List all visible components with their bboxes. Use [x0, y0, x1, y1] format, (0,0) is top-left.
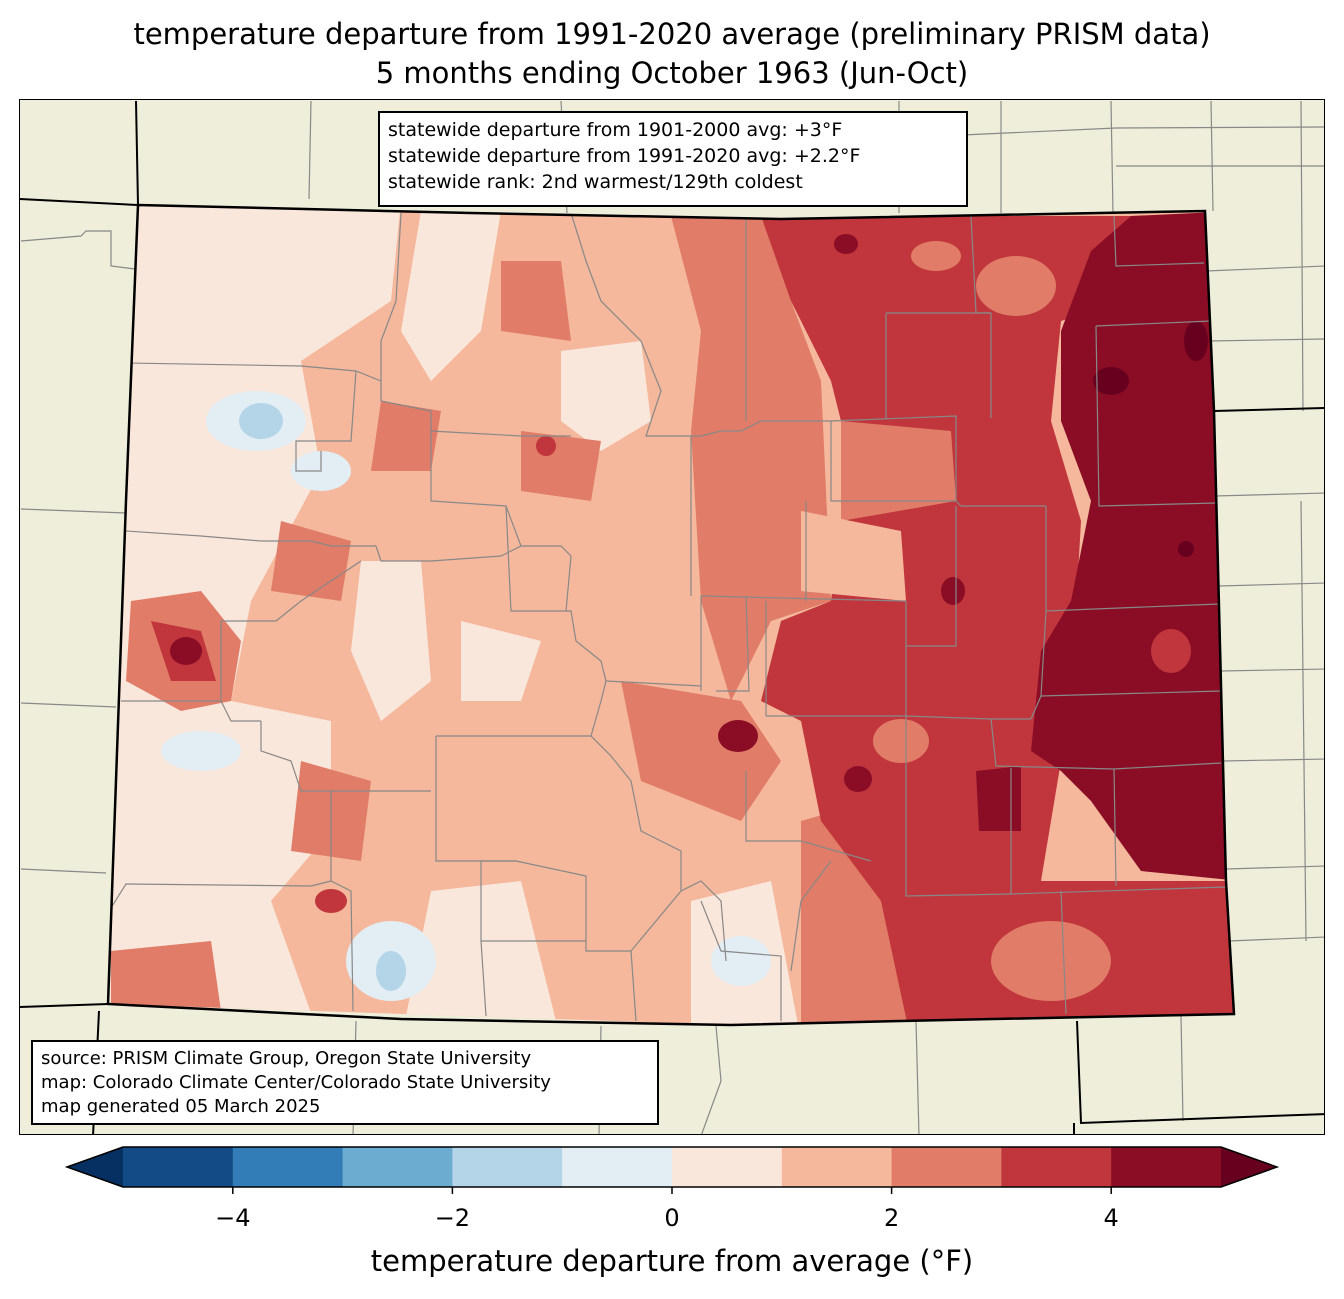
credit-source: source: PRISM Climate Group, Oregon Stat…	[41, 1048, 532, 1069]
colorado-county-lines	[108, 212, 1227, 1022]
colorbar-under-arrow	[67, 1147, 123, 1187]
colorbar-bin-7	[891, 1147, 1002, 1187]
map-panel	[19, 99, 1325, 1135]
colorbar-label: temperature departure from average (°F)	[370, 1244, 974, 1278]
colorbar-bin-9	[1111, 1147, 1222, 1187]
colorado-map	[20, 100, 1324, 1134]
colorbar-bin-8	[1001, 1147, 1112, 1187]
map-title-line-2: 5 months ending October 1963 (Jun-Oct)	[375, 56, 969, 90]
colorbar-tick-label: 4	[1103, 1204, 1119, 1232]
colorbar-over-arrow	[1221, 1147, 1277, 1187]
colorado-border	[106, 203, 1236, 1027]
colorbar-bin-3	[452, 1147, 563, 1187]
credit-map-author: map: Colorado Climate Center/Colorado St…	[41, 1072, 551, 1093]
colorbar-bin-1	[232, 1147, 344, 1187]
credits-box: source: PRISM Climate Group, Oregon Stat…	[31, 1040, 659, 1125]
colorbar-bin-6	[781, 1147, 893, 1187]
colorbar-bin-5	[672, 1147, 783, 1187]
credit-generated-date: map generated 05 March 2025	[41, 1096, 321, 1117]
map-title-line-1: temperature departure from 1991-2020 ave…	[133, 17, 1211, 51]
colorbar	[64, 1146, 1280, 1194]
colorbar-bin-4	[562, 1147, 673, 1187]
state-borders	[20, 100, 1324, 1134]
colorbar-outline	[64, 1146, 1280, 1188]
colorbar-bin-0	[123, 1147, 234, 1187]
colorbar-bin-2	[342, 1147, 453, 1187]
colorbar-tick-label: 0	[664, 1204, 680, 1232]
stats-departure-1901-2000: statewide departure from 1901-2000 avg: …	[388, 119, 843, 141]
stats-departure-1991-2020: statewide departure from 1991-2020 avg: …	[388, 145, 861, 167]
colorbar-tick-label: −2	[434, 1204, 471, 1232]
colorbar-tick-label: −4	[215, 1204, 251, 1232]
stats-rank: statewide rank: 2nd warmest/129th coldes…	[388, 171, 803, 193]
statewide-stats-box: statewide departure from 1901-2000 avg: …	[378, 111, 968, 207]
colorbar-tick-label: 2	[883, 1204, 900, 1232]
